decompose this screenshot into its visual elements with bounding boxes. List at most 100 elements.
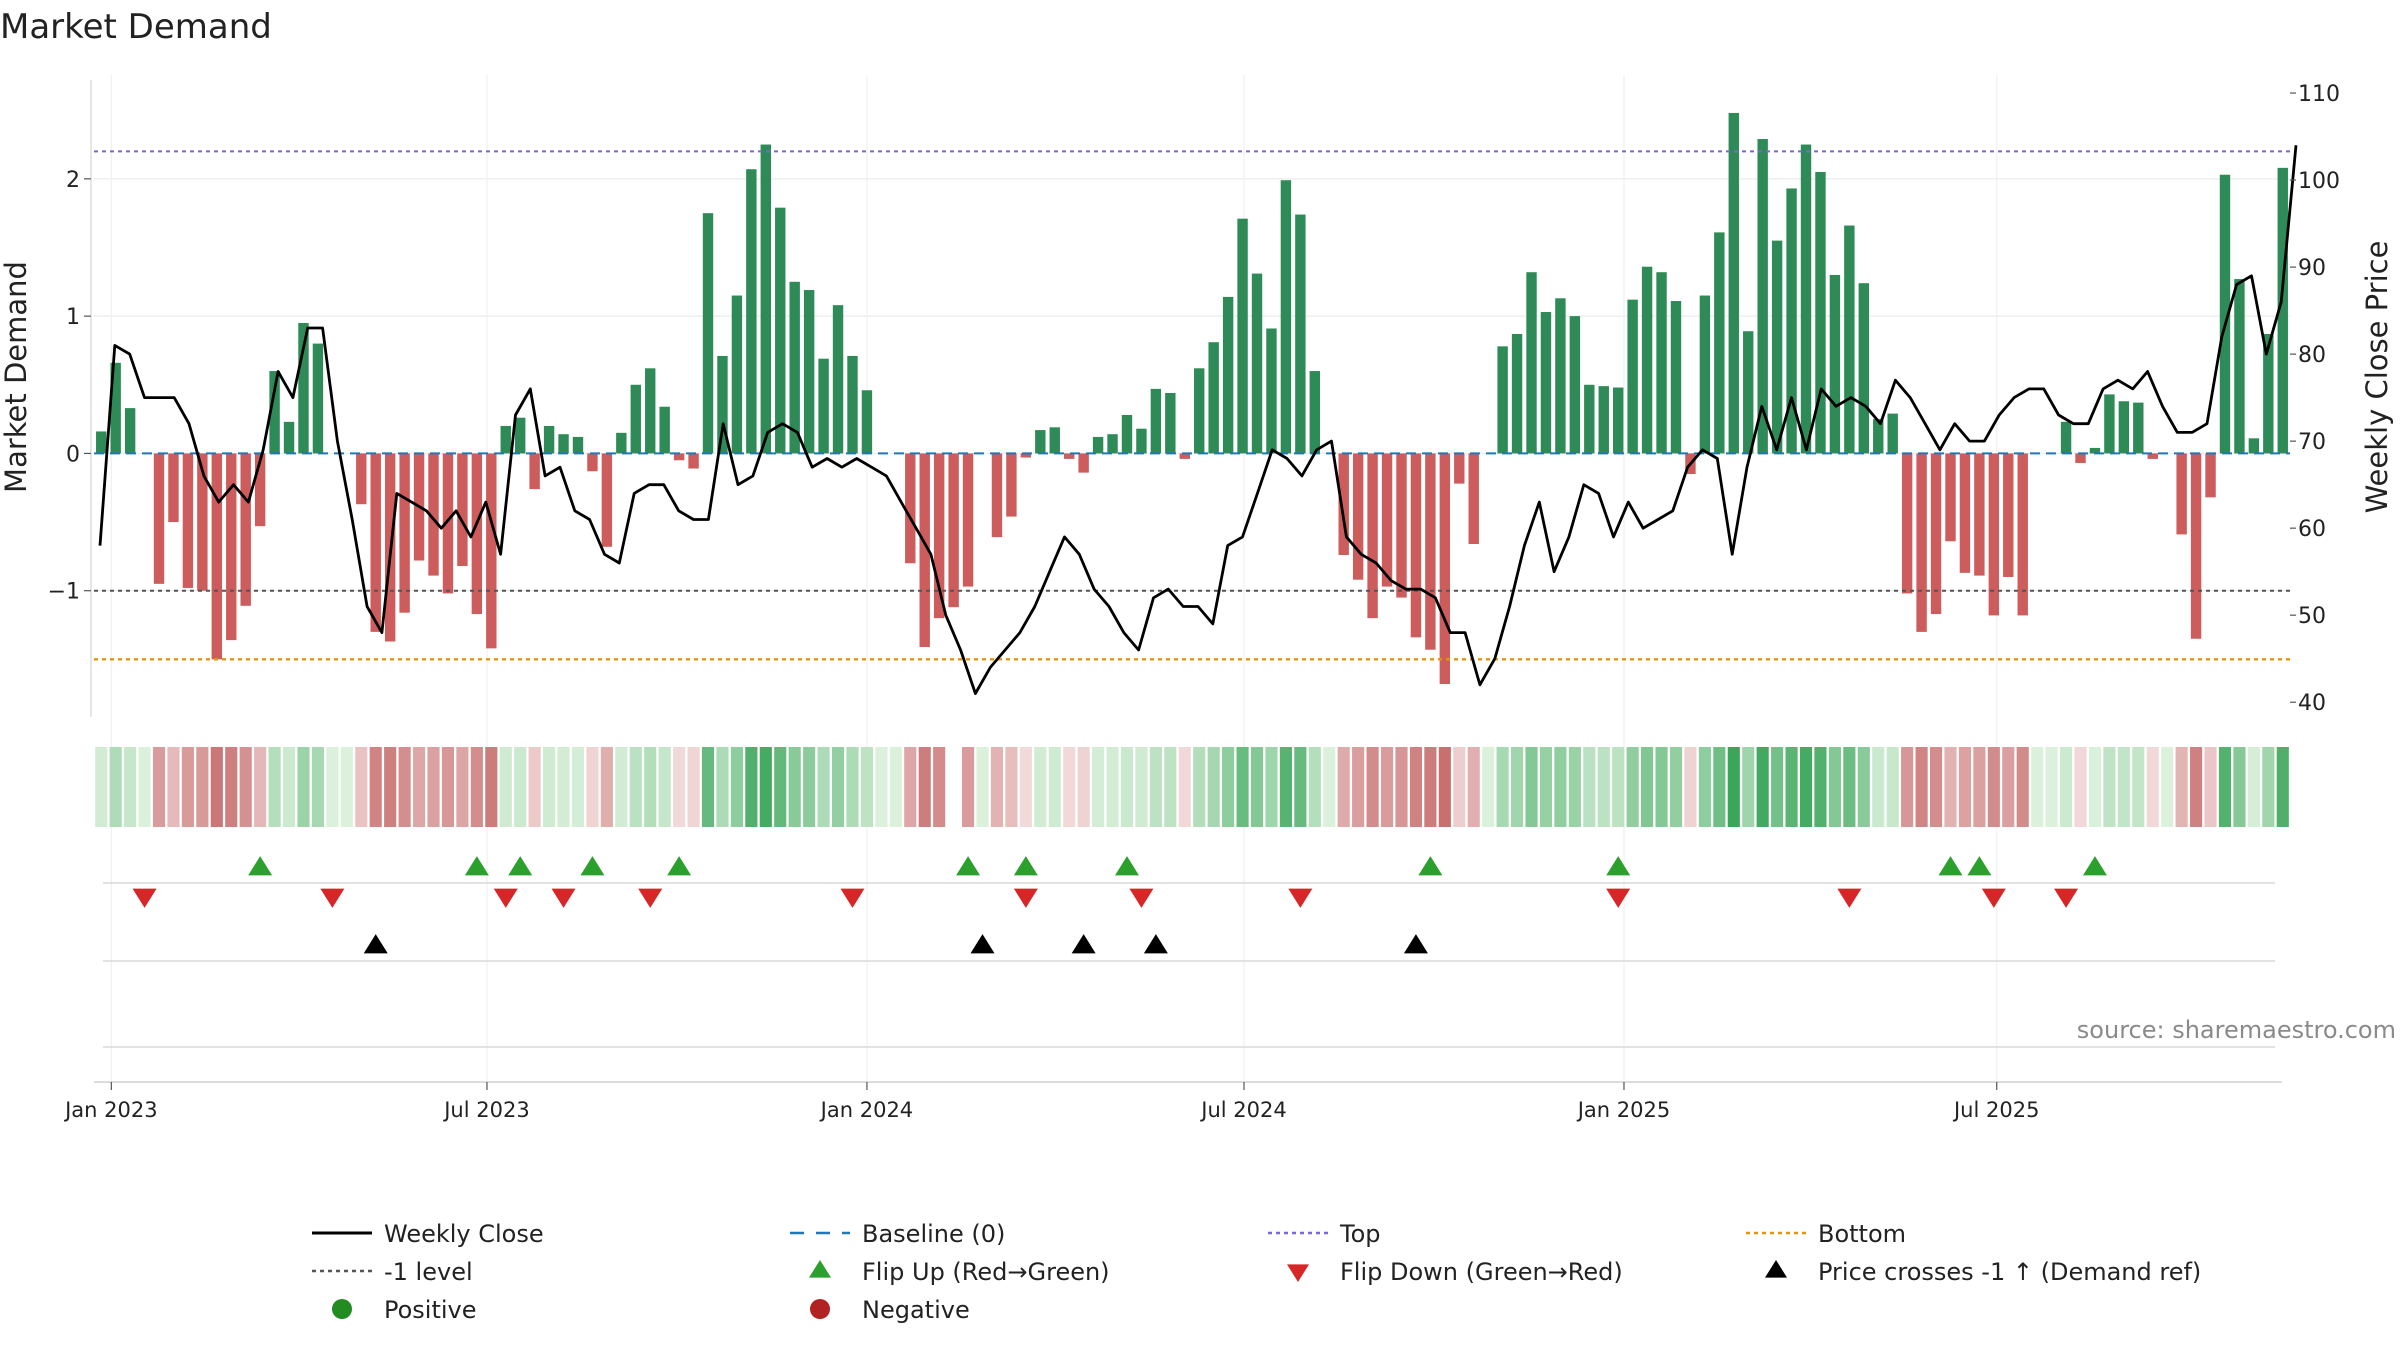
demand-bar-negative bbox=[457, 453, 468, 566]
heat-cell bbox=[196, 747, 209, 827]
axes: −1 0 1 2 40 50 60 70 80 90 100 110 bbox=[48, 80, 2340, 717]
flip-up-marker bbox=[1418, 856, 1443, 876]
heat-cell bbox=[889, 747, 902, 827]
heat-cell bbox=[340, 747, 353, 827]
demand-bar-negative bbox=[197, 453, 208, 591]
heat-cell bbox=[1164, 747, 1177, 827]
demand-bar-positive bbox=[760, 144, 772, 454]
flip-up-marker bbox=[464, 856, 489, 876]
legend-triangle-up-icon bbox=[1765, 1259, 1787, 1278]
y-axis-label: Market Demand bbox=[0, 261, 33, 493]
demand-bar-positive bbox=[2277, 167, 2288, 454]
heat-cell bbox=[1727, 747, 1740, 827]
demand-bar-negative bbox=[370, 453, 381, 632]
demand-bar-negative bbox=[2176, 453, 2187, 535]
demand-bar-negative bbox=[905, 453, 916, 564]
heat-cell bbox=[543, 747, 556, 827]
legend-item: Baseline (0) bbox=[790, 1220, 1005, 1248]
source-label: source: sharemaestro.com bbox=[2077, 1016, 2396, 1044]
demand-bar-positive bbox=[1251, 273, 1263, 454]
demand-bar-positive bbox=[717, 355, 728, 454]
heat-cell bbox=[210, 747, 223, 827]
demand-bar-positive bbox=[1844, 225, 1855, 454]
demand-bar-positive bbox=[1266, 328, 1277, 454]
demand-bar-positive bbox=[630, 384, 641, 454]
demand-bar-positive bbox=[1641, 266, 1653, 454]
heat-cell bbox=[225, 747, 238, 827]
flip-down-marker bbox=[493, 888, 518, 908]
demand-bar-negative bbox=[226, 453, 237, 641]
demand-bar-positive bbox=[1584, 384, 1595, 454]
demand-bar-negative bbox=[1930, 453, 1942, 615]
heat-cell bbox=[1987, 747, 2000, 827]
y2-tick-label: 50 bbox=[2298, 604, 2326, 629]
heat-cell bbox=[1510, 747, 1524, 827]
price-cross-marker bbox=[1403, 934, 1428, 954]
gridlines bbox=[94, 75, 2290, 1085]
demand-bar-negative bbox=[442, 453, 454, 594]
legend-item: Negative bbox=[810, 1296, 970, 1324]
demand-bar-positive bbox=[1280, 180, 1292, 454]
heat-cell bbox=[658, 747, 671, 827]
flip-up-marker bbox=[1938, 856, 1963, 876]
heat-cell bbox=[1438, 747, 1451, 827]
demand-bar-positive bbox=[1699, 295, 1711, 454]
heat-cell bbox=[1005, 747, 1018, 827]
legend-item: Price crosses -1 ↑ (Demand ref) bbox=[1765, 1258, 2201, 1286]
heat-cell bbox=[1120, 747, 1134, 827]
heat-cell bbox=[1626, 747, 1639, 827]
y-tick-label: 1 bbox=[66, 305, 80, 330]
demand-bar-positive bbox=[572, 436, 584, 454]
demand-bar-positive bbox=[543, 425, 555, 454]
chart-title: Market Demand bbox=[0, 7, 272, 47]
y2-tick-label: 60 bbox=[2298, 517, 2326, 542]
demand-bar-negative bbox=[2075, 453, 2086, 464]
heat-cell bbox=[817, 747, 830, 827]
demand-bar-positive bbox=[645, 368, 656, 454]
flip-up-marker bbox=[1114, 856, 1139, 876]
heat-cell bbox=[2175, 747, 2188, 827]
flip-down-marker bbox=[1837, 888, 1862, 908]
heat-cell bbox=[1539, 747, 1553, 827]
flip-down-marker bbox=[2054, 888, 2079, 908]
heat-cell bbox=[1395, 747, 1408, 827]
heat-cell bbox=[1482, 747, 1495, 827]
heat-cell bbox=[1250, 747, 1264, 827]
heat-cell bbox=[1799, 747, 1813, 827]
demand-bar-positive bbox=[2133, 402, 2144, 454]
heat-cell bbox=[1092, 747, 1105, 827]
heat-cell bbox=[311, 747, 325, 827]
legend: Weekly Close Baseline (0) Top Bottom -1 leve… bbox=[312, 1220, 2201, 1324]
heat-cell bbox=[138, 747, 151, 827]
demand-bar-negative bbox=[1959, 453, 1971, 573]
demand-bar-positive bbox=[2060, 421, 2072, 454]
demand-bar-negative bbox=[601, 453, 613, 547]
demand-bar-positive bbox=[1511, 333, 1523, 454]
heat-cell bbox=[384, 747, 397, 827]
legend-item: Flip Down (Green→Red) bbox=[1287, 1258, 1623, 1286]
demand-bar-positive bbox=[2248, 438, 2260, 454]
demand-bar-positive bbox=[283, 421, 295, 454]
heat-cell bbox=[1684, 747, 1697, 827]
demand-bar-positive bbox=[1295, 214, 1306, 454]
heat-cell bbox=[528, 747, 541, 827]
heat-cell bbox=[1135, 747, 1148, 827]
legend-item: Bottom bbox=[1746, 1220, 1906, 1248]
demand-bar-negative bbox=[1396, 453, 1407, 598]
demand-bar-negative bbox=[1988, 453, 2000, 616]
flip-up-marker bbox=[580, 856, 605, 876]
heat-cell bbox=[1655, 747, 1668, 827]
heat-cell bbox=[2262, 747, 2275, 827]
demand-bar-positive bbox=[1887, 413, 1898, 454]
demand-bar-positive bbox=[832, 305, 844, 454]
heat-cell bbox=[2074, 747, 2087, 827]
heat-cell bbox=[990, 747, 1004, 827]
heat-cell bbox=[1222, 747, 1235, 827]
weekly-close-line bbox=[98, 145, 2298, 695]
flip-down-marker bbox=[1129, 888, 1154, 908]
flip-down-marker bbox=[551, 888, 576, 908]
heat-cell bbox=[788, 747, 801, 827]
heat-cell bbox=[1019, 747, 1032, 827]
heat-cell bbox=[687, 747, 700, 827]
